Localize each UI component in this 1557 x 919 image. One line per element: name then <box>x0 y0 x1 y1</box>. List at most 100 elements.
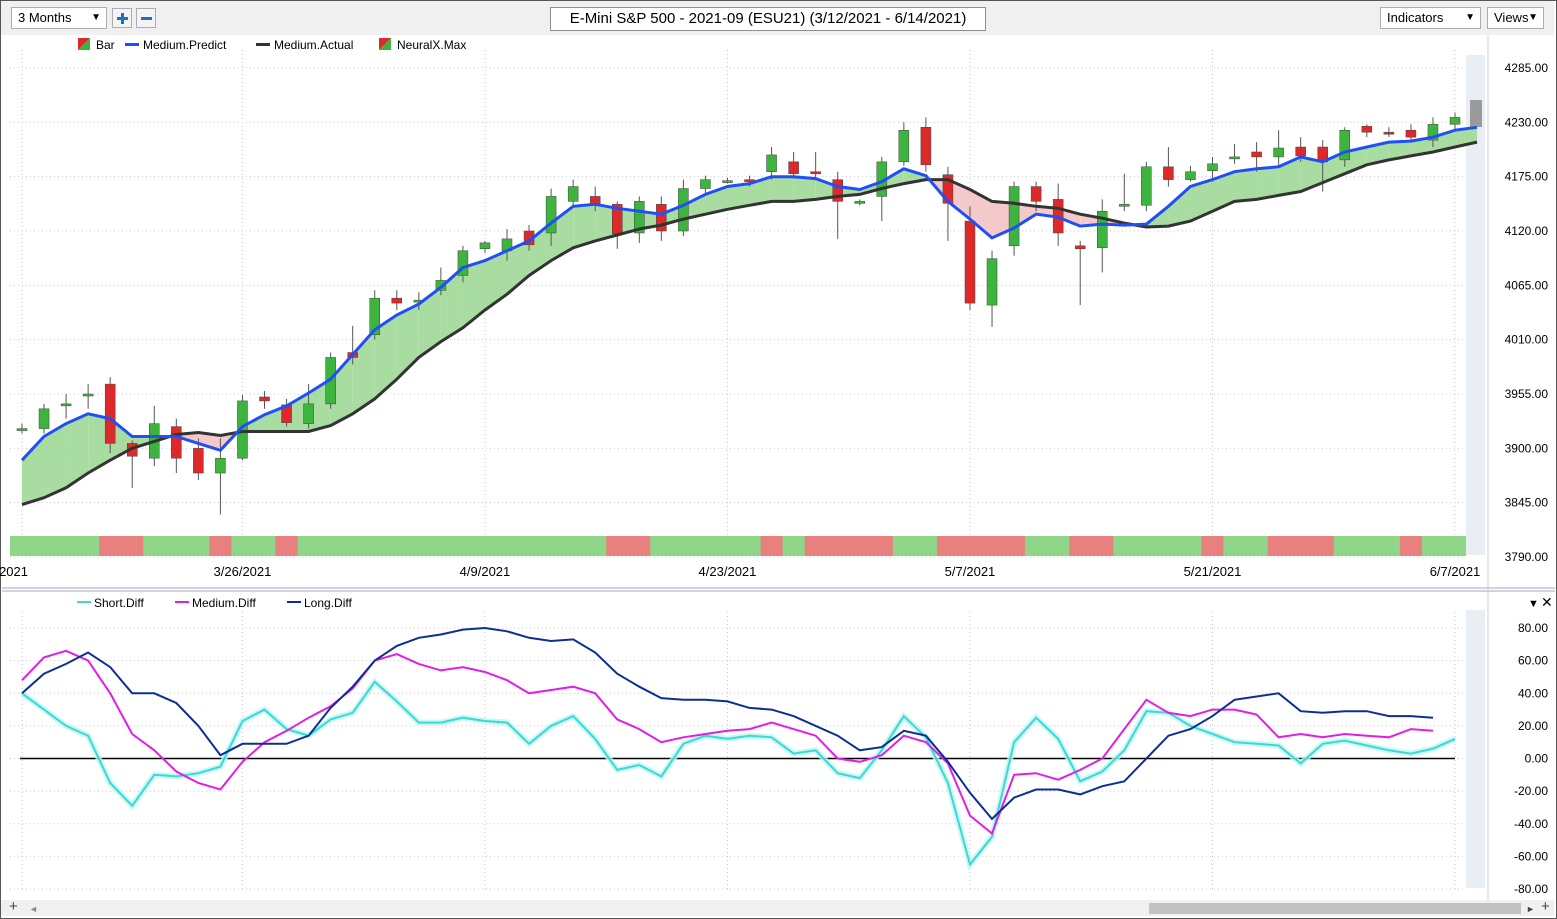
signal-cell <box>121 536 144 556</box>
candle-body <box>193 448 204 474</box>
fill-segment <box>462 260 485 328</box>
osc-tick-label: 0.00 <box>1525 752 1549 766</box>
date-tick-label: 3/26/2021 <box>214 564 272 579</box>
short-diff-glow <box>20 677 1457 872</box>
add-left-icon[interactable]: + <box>9 898 18 915</box>
range-select[interactable]: 3 Months ▼ <box>11 7 107 29</box>
fill-segment <box>330 354 353 426</box>
fill-segment <box>1256 166 1279 200</box>
zoom-out-button[interactable] <box>136 8 156 28</box>
date-tick-label: 4/9/2021 <box>460 564 511 579</box>
fill-segment <box>1234 168 1257 202</box>
diff-lines <box>20 626 1457 872</box>
candle-body <box>215 457 226 474</box>
signal-cell <box>1003 536 1026 556</box>
scroll-thumb[interactable] <box>1149 903 1521 914</box>
candle-body <box>16 428 28 431</box>
pane-menu-icon[interactable]: ▼ <box>1528 598 1539 610</box>
signal-cell <box>1179 536 1202 556</box>
scroll-left-icon[interactable]: ◄ <box>29 904 38 914</box>
signal-cell <box>1245 536 1269 556</box>
date-tick-label: 3/12/2021 <box>0 564 28 579</box>
signal-cell <box>429 536 453 556</box>
price-scroll-track[interactable] <box>1466 55 1485 555</box>
signal-cell <box>1113 536 1136 556</box>
fill-segment <box>198 432 221 451</box>
views-menu[interactable]: Views ▼ <box>1487 7 1544 29</box>
legend-line-swatch <box>77 601 91 603</box>
candle-body <box>986 258 998 306</box>
horizontal-scrollbar[interactable]: + ◄ ► + <box>1 898 1554 916</box>
candle-body <box>1273 147 1284 158</box>
candle-body <box>898 129 910 163</box>
views-label: Views <box>1494 10 1529 25</box>
long-diff-line <box>21 626 1434 821</box>
candle-body <box>1383 131 1395 135</box>
scroll-right-icon[interactable]: ► <box>1526 904 1535 914</box>
candle-body <box>1427 124 1439 141</box>
signal-cell <box>650 536 673 556</box>
candle-body <box>766 154 777 172</box>
signal-cell <box>231 536 254 556</box>
plus-icon-stroke <box>121 13 124 24</box>
signal-cell <box>628 536 651 556</box>
fill-segment <box>88 413 111 474</box>
chart-canvas: 4285.00 4230.00 4175.00 4120.00 4065.00 4010.… <box>0 36 1555 900</box>
fill-segment <box>793 176 816 202</box>
fill-segment <box>1410 137 1433 156</box>
price-scroll-thumb[interactable] <box>1470 100 1482 127</box>
signal-cell <box>33 536 56 556</box>
signal-cell <box>760 536 784 556</box>
indicators-menu[interactable]: Indicators ▼ <box>1380 7 1481 29</box>
signal-cell <box>1333 536 1357 556</box>
fill-segment <box>771 176 794 202</box>
legend-label: NeuralX.Max <box>397 38 466 52</box>
osc-scroll-track[interactable] <box>1466 610 1485 888</box>
fill-segment <box>374 314 397 399</box>
candle-body <box>1229 156 1240 160</box>
fill-segment <box>1058 208 1081 227</box>
signal-cell <box>1421 536 1445 556</box>
price-tick-label: 4065.00 <box>1505 278 1549 292</box>
chart-title[interactable]: E-Mini S&P 500 - 2021-09 (ESU21) (3/12/2… <box>550 7 986 31</box>
zoom-in-button[interactable] <box>112 8 132 28</box>
fill-segment <box>992 201 1015 238</box>
signal-cell <box>1047 536 1070 556</box>
candle-body <box>567 186 579 202</box>
signal-cell <box>187 536 210 556</box>
candle-body <box>391 297 403 304</box>
signal-cell <box>341 536 365 556</box>
fill-segment <box>1344 147 1367 174</box>
candle-body <box>832 179 843 202</box>
candle-body <box>1163 166 1174 180</box>
candle-body <box>1449 117 1461 125</box>
signal-cell <box>518 536 541 556</box>
signal-cell <box>826 536 850 556</box>
signal-cell <box>981 536 1004 556</box>
candle-body <box>60 403 72 407</box>
candle-body <box>303 403 314 424</box>
candle-body <box>237 400 248 459</box>
osc-grid <box>10 612 1466 890</box>
price-grid <box>10 50 1466 558</box>
close-pane-icon[interactable]: ✕ <box>1541 594 1553 610</box>
signal-cell <box>540 536 563 556</box>
price-tick-label: 3955.00 <box>1505 387 1549 401</box>
osc-tick-label: 20.00 <box>1518 719 1548 733</box>
signal-cell <box>165 536 188 556</box>
chevron-down-icon: ▼ <box>1465 12 1475 23</box>
candle-body <box>920 127 932 166</box>
legend-label: Medium.Actual <box>274 38 353 52</box>
medium-diff-line <box>21 649 1434 836</box>
fill-segment <box>484 250 508 311</box>
fill-segment <box>1388 141 1411 160</box>
signal-cell <box>1135 536 1158 556</box>
osc-tick-label: -40.00 <box>1514 817 1548 831</box>
signal-cell <box>1091 536 1114 556</box>
add-right-icon[interactable]: + <box>1541 898 1550 915</box>
price-tick-label: 4230.00 <box>1505 115 1549 129</box>
candle-body <box>788 161 799 174</box>
candle-body <box>656 204 667 232</box>
candle-body <box>1405 129 1417 138</box>
medium-actual-line <box>21 140 1478 507</box>
